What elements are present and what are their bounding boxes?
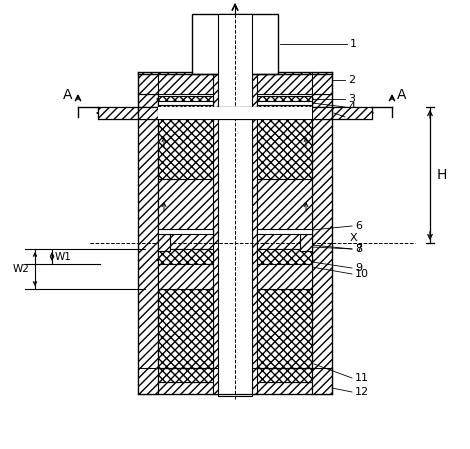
Text: 8: 8 [355,244,362,254]
Text: X: X [350,233,358,243]
Bar [98,107,138,119]
Bar [257,101,312,105]
Text: 11: 11 [355,373,369,383]
Text: H: H [437,168,447,182]
Text: W2: W2 [13,264,30,274]
Text: 4: 4 [348,102,355,112]
Text: 2: 2 [348,75,355,85]
Bar [158,96,213,101]
Bar [138,94,158,394]
Text: 3: 3 [348,94,355,104]
Bar [158,99,213,179]
Bar [332,107,372,119]
Bar [312,107,332,119]
Bar [257,289,312,368]
Text: W1: W1 [55,251,72,261]
Bar [257,264,312,289]
Bar [138,72,332,94]
Bar [158,264,213,289]
Bar [218,14,252,396]
Bar [158,179,213,249]
Bar [158,229,213,234]
Text: A: A [63,88,73,102]
Text: 10: 10 [355,269,369,279]
Bar [257,99,312,179]
Bar [257,229,312,234]
Bar [158,289,213,368]
Bar [98,107,372,119]
Bar [158,107,312,119]
Bar [213,72,218,394]
Bar [158,249,213,264]
Bar [192,14,278,74]
Text: 1: 1 [350,39,357,49]
Bar [138,107,332,119]
Bar [257,179,312,249]
Bar [158,101,213,105]
Bar [257,96,312,101]
Bar [138,107,158,119]
Bar [138,368,332,382]
Bar [300,234,312,251]
Text: 12: 12 [355,387,369,397]
Bar [257,249,312,264]
Text: 6: 6 [355,221,362,231]
Bar [158,234,170,251]
Text: 9: 9 [355,263,362,273]
Bar [312,94,332,394]
Bar [252,72,257,394]
Text: A: A [397,88,407,102]
Text: 5: 5 [348,112,355,122]
Bar [138,382,332,394]
Text: 7: 7 [355,244,362,254]
